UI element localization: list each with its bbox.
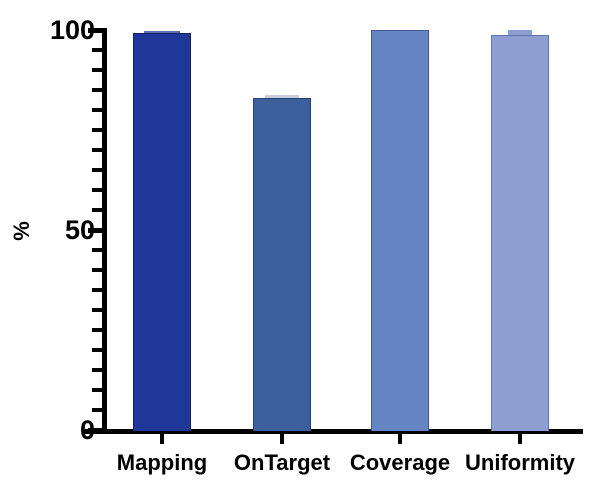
- x-tick: [280, 434, 284, 444]
- y-minor-tick: [92, 408, 103, 412]
- y-major-tick: [88, 427, 103, 433]
- y-minor-tick: [92, 88, 103, 92]
- x-category-label: Uniformity: [465, 450, 575, 475]
- y-minor-tick: [92, 248, 103, 252]
- y-minor-tick: [92, 148, 103, 152]
- y-axis-line: [102, 28, 107, 432]
- bar-uniformity: [491, 35, 549, 431]
- x-category-label: Coverage: [349, 450, 451, 475]
- y-tick-label: 0: [79, 415, 95, 445]
- y-minor-tick: [92, 68, 103, 72]
- y-minor-tick: [92, 128, 103, 132]
- y-minor-tick: [92, 188, 103, 192]
- y-major-tick: [88, 27, 103, 33]
- y-minor-tick: [92, 328, 103, 332]
- x-tick: [160, 434, 164, 444]
- x-category-label: Mapping: [116, 450, 208, 475]
- y-major-tick: [88, 227, 103, 233]
- y-minor-tick: [92, 168, 103, 172]
- y-tick-label: 100: [49, 15, 95, 45]
- y-minor-tick: [92, 348, 103, 352]
- bar-coverage: [371, 30, 429, 431]
- y-minor-tick: [92, 48, 103, 52]
- x-axis-line: [84, 429, 583, 434]
- bar-top-marker: [508, 30, 532, 36]
- y-minor-tick: [92, 368, 103, 372]
- y-minor-tick: [92, 208, 103, 212]
- bar-mapping: [133, 32, 191, 431]
- y-minor-tick: [92, 388, 103, 392]
- y-minor-tick: [92, 308, 103, 312]
- bar-top-marker: [265, 95, 299, 98]
- y-tick-label: 50: [64, 215, 95, 245]
- y-minor-tick: [92, 268, 103, 272]
- y-minor-tick: [92, 288, 103, 292]
- x-tick: [518, 434, 522, 444]
- bar-ontarget: [253, 98, 311, 431]
- y-minor-tick: [92, 108, 103, 112]
- x-category-label: OnTarget: [233, 450, 331, 475]
- bar-top-marker: [144, 30, 180, 33]
- x-tick: [398, 434, 402, 444]
